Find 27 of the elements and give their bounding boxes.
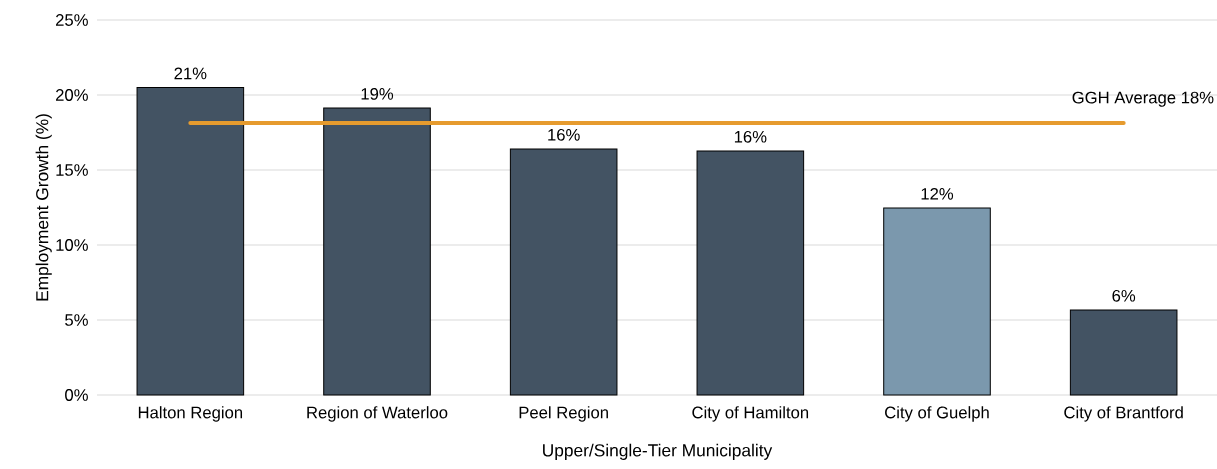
x-tick-label: City of Hamilton: [692, 406, 809, 422]
y-axis-title: Employment Growth (%): [35, 114, 52, 301]
data-label: 12%: [921, 187, 954, 200]
y-tick-label: 0%: [65, 389, 88, 401]
y-tick-label: 25%: [56, 14, 88, 26]
x-tick-label: Region of Waterloo: [307, 406, 448, 422]
y-tick-label: 10%: [56, 239, 88, 251]
bar: [136, 87, 245, 396]
y-tick-label: 5%: [65, 314, 88, 326]
data-label: 21%: [174, 67, 207, 80]
data-label: 6%: [1112, 289, 1136, 302]
y-tick-label: 20%: [56, 89, 88, 101]
ref-line-label: GGH Average 18%: [1072, 91, 1214, 107]
x-tick-label: City of Guelph: [885, 406, 989, 422]
data-label: 16%: [548, 128, 580, 141]
y-tick-label: 15%: [56, 164, 88, 176]
data-label: 16%: [734, 130, 767, 143]
x-axis-title: Upper/Single-Tier Municipality: [543, 443, 773, 460]
bar: [509, 148, 618, 396]
bar: [883, 207, 991, 396]
bar: [323, 107, 431, 396]
x-tick-label: Halton Region: [138, 406, 243, 422]
bar: [696, 150, 805, 396]
bar: [1069, 309, 1178, 396]
data-label: 19%: [361, 87, 394, 100]
x-tick-label: City of Brantford: [1064, 406, 1183, 422]
x-tick-label: Peel Region: [519, 406, 608, 422]
